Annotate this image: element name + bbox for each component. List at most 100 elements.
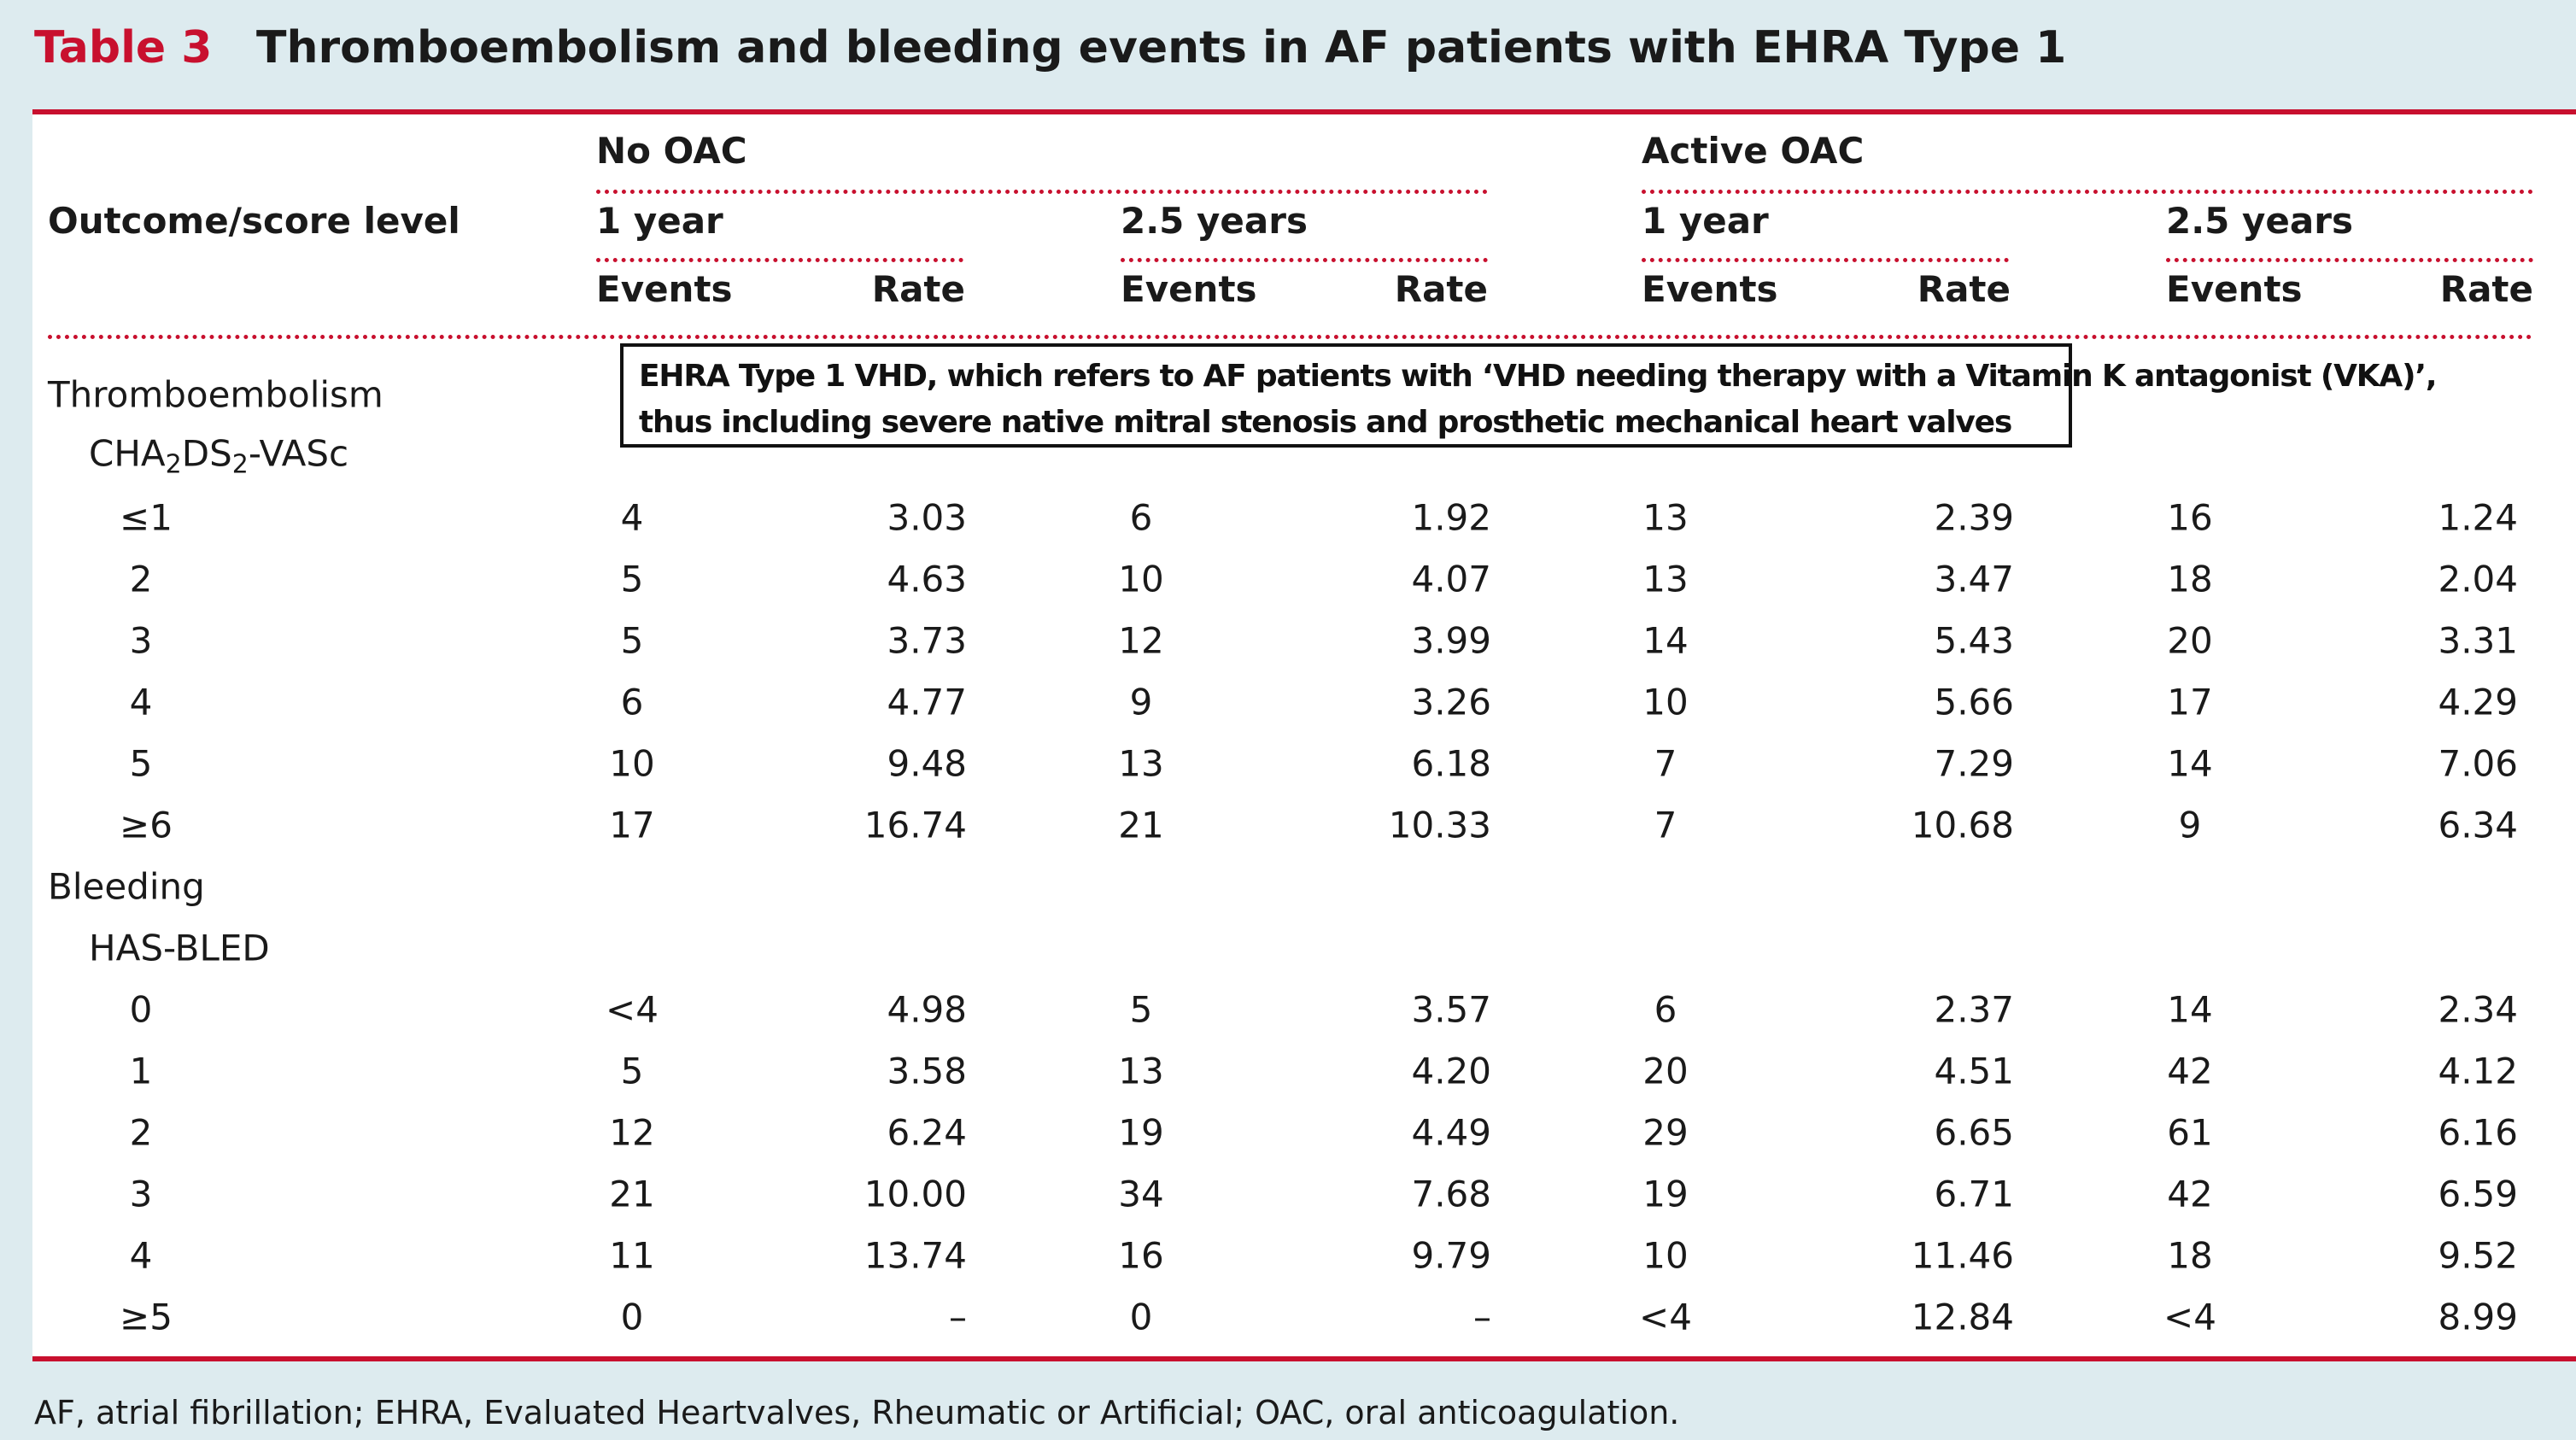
dotted-rule-no-oac <box>596 190 1488 194</box>
events-cell: 20 <box>2167 619 2213 662</box>
annotation-line-1: EHRA Type 1 VHD, which refers to AF pati… <box>639 359 2437 394</box>
events-cell: 14 <box>2167 742 2213 785</box>
events-cell: 18 <box>2167 1234 2213 1277</box>
events-cell: 21 <box>609 1173 655 1215</box>
events-cell: 5 <box>620 1050 644 1092</box>
score-level: ≥6 <box>120 804 173 846</box>
score-level: 4 <box>129 681 153 723</box>
rate-cell: 11.46 <box>1911 1234 2014 1277</box>
score-level: 3 <box>129 619 153 662</box>
events-cell: 42 <box>2167 1173 2213 1215</box>
events-cell: 7 <box>1654 742 1677 785</box>
events-cell: 20 <box>1642 1050 1689 1092</box>
events-cell: 9 <box>2178 804 2202 846</box>
rate-cell: 2.39 <box>1934 496 2014 539</box>
events-cell: 61 <box>2167 1111 2213 1154</box>
score-label: CHA2DS2-VASc <box>89 433 348 480</box>
rate-cell: 4.63 <box>887 558 967 600</box>
col-events-4: Events <box>2166 268 2303 310</box>
rate-cell: 9.79 <box>1411 1234 1491 1277</box>
events-cell: <4 <box>2163 1296 2216 1338</box>
events-cell: 5 <box>1129 988 1153 1031</box>
score-level: 5 <box>129 742 153 785</box>
score-level: ≤1 <box>120 496 173 539</box>
footnote: AF, atrial fibrillation; EHRA, Evaluated… <box>34 1394 1680 1431</box>
rate-cell: 4.98 <box>887 988 967 1031</box>
header-period-2: 2.5 years <box>1121 200 1308 242</box>
rate-cell: 4.07 <box>1411 558 1491 600</box>
rate-cell: 3.03 <box>887 496 967 539</box>
score-label-part: CHA <box>89 432 166 475</box>
events-cell: 6 <box>620 681 644 723</box>
rate-cell: 4.29 <box>2438 681 2518 723</box>
events-cell: 5 <box>620 558 644 600</box>
bottom-rule <box>32 1356 2576 1361</box>
top-rule <box>32 109 2576 114</box>
header-period-1: 1 year <box>596 200 723 242</box>
rate-cell: 6.65 <box>1934 1111 2014 1154</box>
rate-cell: 13.74 <box>864 1234 967 1277</box>
events-cell: 12 <box>1118 619 1164 662</box>
table-number: Table 3 <box>34 22 213 73</box>
rate-cell: 6.34 <box>2438 804 2518 846</box>
rate-cell: 4.51 <box>1934 1050 2014 1092</box>
dotted-rule-period-4 <box>2166 258 2533 262</box>
events-cell: 13 <box>1642 558 1689 600</box>
rate-cell: – <box>1473 1296 1491 1338</box>
rate-cell: 2.04 <box>2438 558 2518 600</box>
rate-cell: 3.58 <box>887 1050 967 1092</box>
rate-cell: 3.57 <box>1411 988 1491 1031</box>
events-cell: 9 <box>1129 681 1153 723</box>
score-label-part: -VASc <box>248 432 349 475</box>
events-cell: 12 <box>609 1111 655 1154</box>
score-label: HAS-BLED <box>89 927 270 969</box>
rate-cell: 2.34 <box>2438 988 2518 1031</box>
col-rate-3: Rate <box>1917 268 2011 310</box>
events-cell: 10 <box>1642 1234 1689 1277</box>
events-cell: 11 <box>609 1234 655 1277</box>
annotation-line-2: thus including severe native mitral sten… <box>639 405 2012 440</box>
header-group-active-oac: Active OAC <box>1642 130 1865 172</box>
events-cell: 21 <box>1118 804 1164 846</box>
rate-cell: 4.12 <box>2438 1050 2518 1092</box>
score-level: 2 <box>129 558 153 600</box>
dotted-rule-header-bottom <box>48 335 2533 339</box>
rate-cell: 3.47 <box>1934 558 2014 600</box>
rate-cell: 6.71 <box>1934 1173 2014 1215</box>
events-cell: 6 <box>1654 988 1677 1031</box>
header-group-no-oac: No OAC <box>596 130 747 172</box>
rate-cell: 6.24 <box>887 1111 967 1154</box>
rate-cell: 4.49 <box>1411 1111 1491 1154</box>
score-level: 1 <box>129 1050 153 1092</box>
rate-cell: 3.26 <box>1411 681 1491 723</box>
score-level: 0 <box>129 988 153 1031</box>
rate-cell: 7.29 <box>1934 742 2014 785</box>
rate-cell: 6.59 <box>2438 1173 2518 1215</box>
section-label: Bleeding <box>48 865 205 908</box>
score-level: ≥5 <box>120 1296 173 1338</box>
events-cell: <4 <box>1639 1296 1692 1338</box>
table-title: Thromboembolism and bleeding events in A… <box>256 22 2067 73</box>
rate-cell: 16.74 <box>864 804 967 846</box>
rate-cell: 9.48 <box>887 742 967 785</box>
events-cell: 0 <box>620 1296 644 1338</box>
col-rate-2: Rate <box>1394 268 1488 310</box>
col-rate-4: Rate <box>2439 268 2533 310</box>
annotation-box: EHRA Type 1 VHD, which refers to AF pati… <box>620 343 2437 448</box>
header-period-4: 2.5 years <box>2166 200 2353 242</box>
rate-cell: 2.37 <box>1934 988 2014 1031</box>
rate-cell: 1.24 <box>2438 496 2518 539</box>
score-label-part: 2 <box>231 449 249 480</box>
rate-cell: 12.84 <box>1911 1296 2014 1338</box>
events-cell: 34 <box>1118 1173 1164 1215</box>
events-cell: 10 <box>1642 681 1689 723</box>
rate-cell: 3.73 <box>887 619 967 662</box>
events-cell: 17 <box>2167 681 2213 723</box>
rate-cell: 10.00 <box>864 1173 967 1215</box>
events-cell: 13 <box>1118 1050 1164 1092</box>
events-cell: <4 <box>606 988 659 1031</box>
rate-cell: 4.77 <box>887 681 967 723</box>
rate-cell: 7.68 <box>1411 1173 1491 1215</box>
events-cell: 42 <box>2167 1050 2213 1092</box>
rate-cell: 10.68 <box>1911 804 2014 846</box>
